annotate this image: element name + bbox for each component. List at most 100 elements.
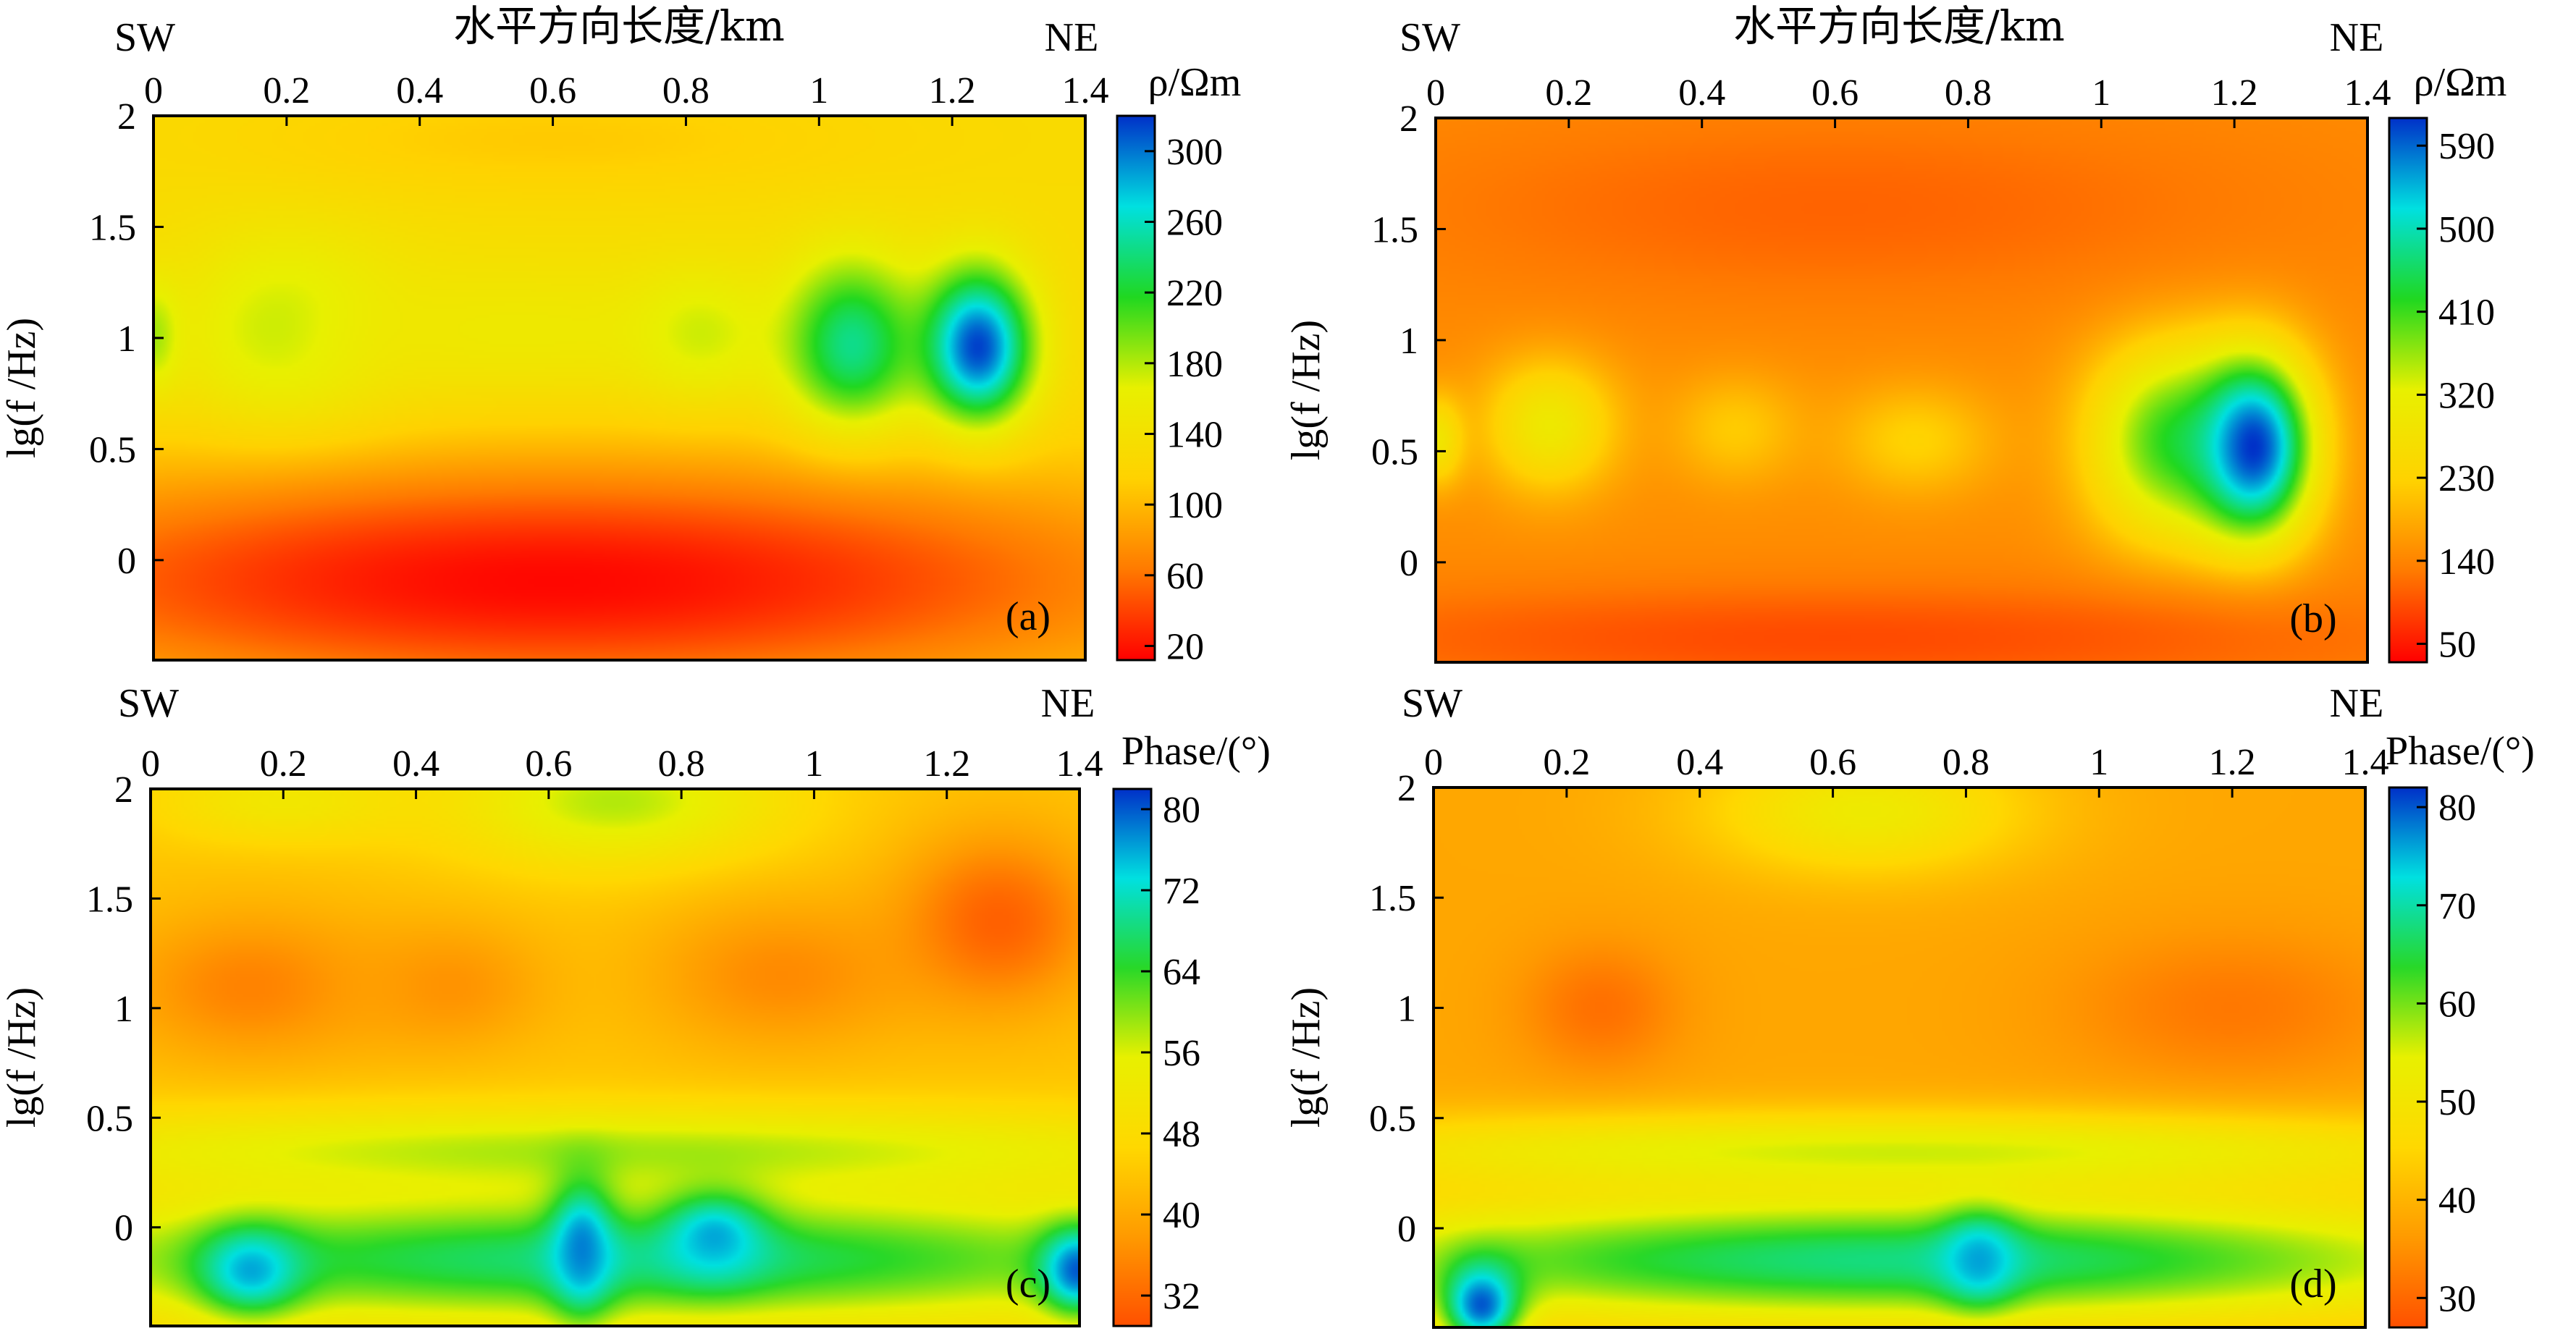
- colorbar-tick-label-a: 140: [1166, 414, 1223, 455]
- x-tick-label-c: 0.6: [525, 743, 572, 785]
- x-tick-label-b: 1.2: [2211, 72, 2258, 114]
- colorbar-tick-label-d: 60: [2438, 984, 2476, 1025]
- x-tick-label-c: 0.8: [658, 743, 705, 785]
- y-tick-label-d: 0: [1397, 1209, 1416, 1250]
- plot-frame-c: [149, 787, 1081, 1327]
- colorbar-tick-label-d: 70: [2438, 886, 2476, 927]
- colorbar-tick-label-d: 50: [2438, 1082, 2476, 1123]
- panel-d: 0 0.2 0.4 0.6 0.8 1 1.2 1.4 2 1.5 1 0.5 0 SW NE lg(…: [1284, 681, 2535, 1329]
- y-tick-label-c: 2: [114, 769, 133, 811]
- ne-label-a: NE: [1045, 15, 1099, 60]
- x-tick-label-d: 0.4: [1676, 742, 1723, 783]
- heatmap-a: [153, 116, 1085, 660]
- colorbar-title-a: ρ/Ωm: [1148, 60, 1242, 105]
- x-tick-label-d: 1: [2089, 742, 2108, 783]
- sw-label-c: SW: [118, 681, 179, 726]
- x-tick-label-a: 1.4: [1062, 70, 1109, 111]
- y-tick-label-d: 1: [1397, 988, 1416, 1029]
- y-axis-label-a: lg(f /Hz): [0, 318, 44, 458]
- y-tick-label-d: 1.5: [1369, 878, 1416, 919]
- colorbar-tick-label-b: 320: [2438, 375, 2495, 416]
- y-tick-label-c: 0: [114, 1208, 133, 1249]
- x-tick-label-d: 0.2: [1543, 742, 1590, 783]
- y-axis-label-b: lg(f /Hz): [1284, 320, 1329, 460]
- colorbar-tick-label-a: 20: [1166, 626, 1204, 667]
- x-tick-label-a: 0.2: [263, 70, 310, 111]
- x-tick-label-b: 0.4: [1678, 72, 1725, 114]
- colorbar-b: [2388, 117, 2428, 664]
- colorbar-tick-label-c: 32: [1163, 1276, 1200, 1317]
- y-ticks-a: 2 1.5 1 0.5 0: [89, 96, 164, 582]
- y-tick-label-b: 1: [1399, 321, 1418, 362]
- y-tick-label-b: 0.5: [1371, 431, 1418, 473]
- x-tick-label-c: 0: [141, 743, 160, 785]
- y-tick-label-a: 2: [117, 96, 136, 138]
- x-ticks-c: 0 0.2 0.4 0.6 0.8 1 1.2 1.4: [141, 743, 1103, 799]
- x-tick-label-d: 1.4: [2342, 742, 2389, 783]
- ne-label-c: NE: [1041, 681, 1095, 726]
- colorbar-tick-label-b: 140: [2438, 541, 2495, 583]
- x-tick-label-c: 0.2: [260, 743, 307, 785]
- x-tick-label-c: 0.4: [392, 743, 439, 785]
- x-ticks-a: 0 0.2 0.4 0.6 0.8 1 1.2 1.4: [144, 70, 1109, 126]
- x-ticks-d: 0 0.2 0.4 0.6 0.8 1 1.2 1.4: [1424, 742, 2389, 798]
- heatmap-c: [151, 789, 1079, 1326]
- sw-label-d: SW: [1402, 681, 1462, 726]
- colorbar-tick-label-c: 80: [1163, 790, 1200, 831]
- y-tick-label-c: 1: [114, 989, 133, 1030]
- x-ticks-b: 0 0.2 0.4 0.6 0.8 1 1.2 1.4: [1426, 72, 2391, 128]
- panel-label-c: (c): [1006, 1262, 1051, 1306]
- plot-frame-d: [1432, 786, 2367, 1329]
- colorbar-tick-label-a: 260: [1166, 202, 1223, 243]
- panel-c: 0 0.2 0.4 0.6 0.8 1 1.2 1.4 2 1.5 1 0.5 0 SW NE lg(…: [0, 681, 1271, 1327]
- y-tick-label-c: 1.5: [86, 879, 133, 920]
- y-tick-label-b: 0: [1399, 543, 1418, 584]
- colorbar-title-b: ρ/Ωm: [2414, 60, 2507, 105]
- plot-frame-a: [152, 114, 1087, 662]
- panel-label-d: (d): [2289, 1262, 2336, 1306]
- colorbar-tick-label-d: 40: [2438, 1180, 2476, 1222]
- y-axis-label-c: lg(f /Hz): [0, 987, 44, 1128]
- panel-label-a: (a): [1006, 594, 1051, 639]
- colorbar-tick-label-b: 230: [2438, 458, 2495, 499]
- x-tick-label-c: 1: [804, 743, 823, 785]
- y-tick-label-a: 1: [117, 318, 136, 360]
- x-tick-label-a: 1: [809, 70, 828, 111]
- colorbar-tick-label-b: 500: [2438, 209, 2495, 250]
- y-axis-label-d: lg(f /Hz): [1284, 987, 1329, 1128]
- x-tick-label-a: 0: [144, 70, 163, 111]
- colorbar-tick-label-a: 60: [1166, 556, 1204, 597]
- colorbar-tick-label-a: 220: [1166, 273, 1223, 314]
- sw-label-b: SW: [1399, 15, 1460, 60]
- x-tick-label-a: 0.8: [662, 70, 710, 111]
- x-tick-label-d: 0: [1424, 742, 1443, 783]
- y-tick-label-a: 0: [117, 541, 136, 582]
- x-tick-label-b: 0.6: [1811, 72, 1859, 114]
- colorbar-tick-label-a: 300: [1166, 132, 1223, 173]
- x-tick-label-b: 0: [1426, 72, 1445, 114]
- colorbar-tick-label-d: 80: [2438, 787, 2476, 829]
- y-tick-label-c: 0.5: [86, 1098, 133, 1139]
- colorbar-tick-label-c: 56: [1163, 1033, 1200, 1074]
- y-tick-label-a: 0.5: [89, 429, 136, 470]
- x-tick-label-d: 0.6: [1809, 742, 1856, 783]
- x-tick-label-b: 0.8: [1945, 72, 1992, 114]
- panel-b: 0 0.2 0.4 0.6 0.8 1 1.2 1.4 2 1.5 1 0.5 0 水平方向长度/km…: [1284, 1, 2506, 666]
- plot-frame-b: [1434, 117, 2369, 664]
- heatmap-d: [1434, 787, 2365, 1327]
- colorbar-tick-label-c: 40: [1163, 1195, 1200, 1236]
- y-tick-label-b: 1.5: [1371, 209, 1418, 250]
- x-tick-label-b: 0.2: [1545, 72, 1592, 114]
- colorbar-a: [1116, 114, 1156, 662]
- colorbar-tick-label-a: 180: [1166, 344, 1223, 385]
- x-tick-label-b: 1: [2092, 72, 2110, 114]
- colorbar-tick-label-c: 64: [1163, 952, 1200, 993]
- colorbar-tick-label-b: 410: [2438, 292, 2495, 334]
- colorbar-tick-label-d: 30: [2438, 1278, 2476, 1319]
- colorbar-tick-label-b: 590: [2438, 126, 2495, 167]
- y-ticks-c: 2 1.5 1 0.5 0: [86, 769, 161, 1249]
- y-ticks-d: 2 1.5 1 0.5 0: [1369, 768, 1444, 1250]
- ne-label-d: NE: [2330, 681, 2384, 726]
- x-tick-label-d: 0.8: [1942, 742, 1990, 783]
- colorbar-title-d: Phase/(°): [2386, 729, 2535, 774]
